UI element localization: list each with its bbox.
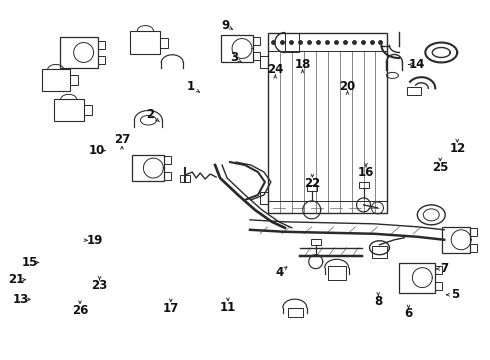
Text: 27: 27 xyxy=(114,133,130,146)
Text: 3: 3 xyxy=(230,51,238,64)
Text: 19: 19 xyxy=(86,234,103,247)
Text: 14: 14 xyxy=(409,58,425,71)
Text: 15: 15 xyxy=(22,256,38,269)
Bar xyxy=(98,41,104,49)
Text: 24: 24 xyxy=(267,63,283,76)
Bar xyxy=(288,307,303,318)
Bar xyxy=(54,99,84,121)
Text: 11: 11 xyxy=(220,301,236,314)
Bar xyxy=(132,155,164,181)
Text: 17: 17 xyxy=(163,302,179,315)
Bar xyxy=(328,266,345,280)
Bar xyxy=(435,282,442,289)
Bar xyxy=(435,266,442,274)
Text: 13: 13 xyxy=(12,293,28,306)
Bar xyxy=(253,53,260,60)
Bar xyxy=(60,37,98,68)
Text: 20: 20 xyxy=(340,80,356,93)
Text: 16: 16 xyxy=(358,166,374,179)
Bar xyxy=(285,32,299,53)
Bar xyxy=(253,37,260,45)
Bar xyxy=(164,172,171,180)
Bar xyxy=(130,31,160,54)
Bar xyxy=(260,57,268,68)
Text: 4: 4 xyxy=(275,266,283,279)
Bar xyxy=(221,35,253,62)
Bar xyxy=(260,192,268,204)
Bar xyxy=(442,227,470,253)
Bar xyxy=(359,182,368,188)
Text: 12: 12 xyxy=(449,142,466,155)
Bar xyxy=(470,244,477,252)
Bar xyxy=(268,32,388,213)
Text: 7: 7 xyxy=(440,262,448,275)
Bar xyxy=(98,57,104,64)
Text: 2: 2 xyxy=(146,108,154,121)
Bar xyxy=(371,246,388,258)
Bar xyxy=(307,185,317,191)
Text: 26: 26 xyxy=(72,304,88,317)
Bar xyxy=(42,69,70,91)
Bar xyxy=(268,32,388,50)
Text: 22: 22 xyxy=(304,177,320,190)
Bar xyxy=(160,37,168,48)
Bar xyxy=(84,105,92,115)
Bar xyxy=(470,228,477,236)
Bar xyxy=(180,175,190,182)
Bar xyxy=(311,239,321,245)
Text: 18: 18 xyxy=(294,58,311,71)
Text: 23: 23 xyxy=(92,279,108,292)
Text: 9: 9 xyxy=(221,19,230,32)
Text: 21: 21 xyxy=(8,273,24,286)
Text: 10: 10 xyxy=(89,144,105,157)
Text: 8: 8 xyxy=(374,295,382,308)
Bar xyxy=(407,87,421,95)
Bar xyxy=(164,156,171,164)
Text: 5: 5 xyxy=(451,288,459,301)
Text: 25: 25 xyxy=(432,161,448,174)
Bar xyxy=(70,75,77,85)
Text: 6: 6 xyxy=(404,307,413,320)
Text: 1: 1 xyxy=(186,80,195,93)
Bar xyxy=(399,263,435,293)
